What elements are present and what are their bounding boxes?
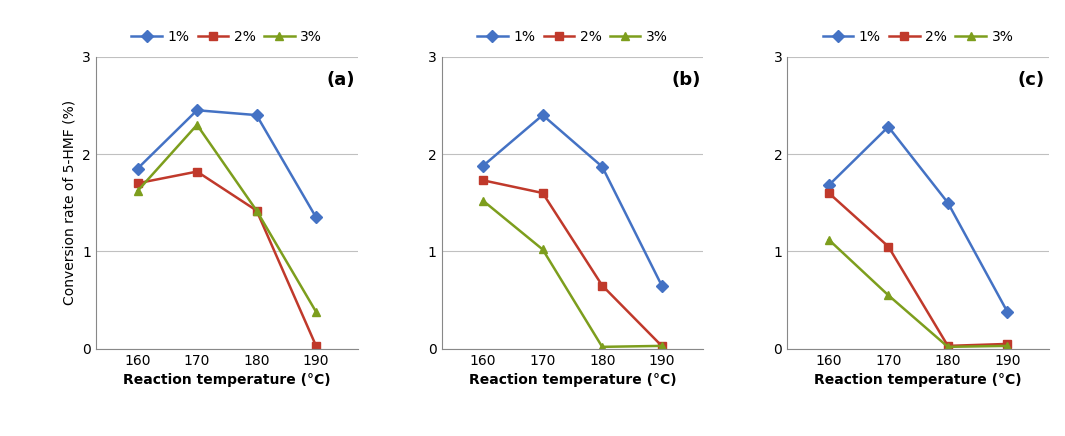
X-axis label: Reaction temperature (°C): Reaction temperature (°C) — [469, 373, 676, 387]
Legend: 1%, 2%, 3%: 1%, 2%, 3% — [477, 30, 668, 44]
Text: (a): (a) — [326, 71, 355, 89]
X-axis label: Reaction temperature (°C): Reaction temperature (°C) — [815, 373, 1022, 387]
Text: (b): (b) — [672, 71, 702, 89]
Y-axis label: Conversion rate of 5-HMF (%): Conversion rate of 5-HMF (%) — [63, 100, 77, 305]
Text: (c): (c) — [1017, 71, 1045, 89]
Legend: 1%, 2%, 3%: 1%, 2%, 3% — [823, 30, 1014, 44]
X-axis label: Reaction temperature (°C): Reaction temperature (°C) — [122, 373, 330, 387]
Legend: 1%, 2%, 3%: 1%, 2%, 3% — [131, 30, 322, 44]
